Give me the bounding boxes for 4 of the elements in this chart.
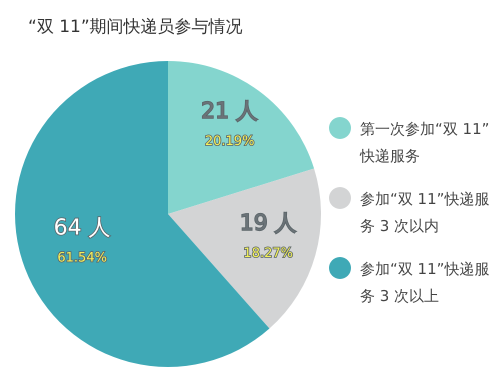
legend-label: 第一次参加“双 11”快递服务 [359, 120, 490, 165]
legend-label: 参加“双 11”快递服务 3 次以内 [360, 190, 490, 235]
legend-label: 参加“双 11”快递服务 3 次以上 [360, 260, 490, 305]
title: “双 11”期间快递员参与情况 [28, 17, 243, 37]
